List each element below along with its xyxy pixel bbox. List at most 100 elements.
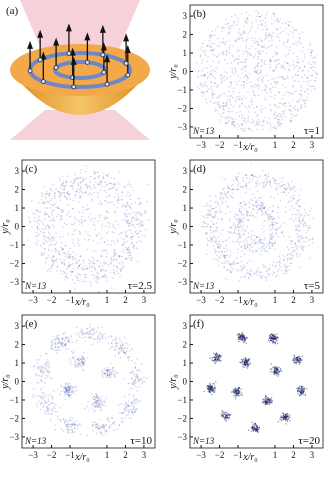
sample — [62, 248, 64, 250]
sample — [279, 419, 280, 420]
sample — [109, 188, 111, 190]
sample — [128, 249, 130, 251]
sample — [44, 382, 46, 384]
sample — [142, 221, 144, 223]
sample — [70, 181, 72, 183]
sample — [267, 11, 269, 13]
sample — [130, 387, 132, 389]
sample — [114, 376, 116, 378]
sample — [211, 88, 213, 90]
sample — [48, 195, 50, 197]
sample — [119, 340, 121, 342]
sample — [289, 102, 291, 104]
sample — [101, 203, 103, 205]
x-tick-label: 2 — [291, 450, 296, 460]
sample — [268, 219, 270, 221]
sample — [267, 28, 269, 30]
sample — [64, 392, 66, 394]
sample — [251, 239, 253, 241]
sample — [115, 342, 117, 344]
sample — [104, 181, 106, 183]
sample — [103, 372, 105, 374]
sample — [65, 275, 67, 277]
sample — [290, 31, 292, 33]
sample — [216, 361, 217, 362]
sample — [302, 356, 303, 357]
sample — [141, 241, 143, 243]
sample — [274, 372, 275, 373]
sample — [219, 211, 221, 213]
sample — [75, 360, 77, 362]
sample — [131, 203, 133, 205]
sample — [84, 171, 86, 173]
sample — [275, 222, 277, 224]
sample — [40, 245, 42, 247]
sample — [249, 178, 251, 180]
sample — [103, 374, 105, 376]
sample — [262, 120, 264, 122]
sample — [80, 264, 82, 266]
sample — [110, 362, 112, 364]
sample — [100, 406, 102, 408]
sample — [229, 45, 231, 47]
sample — [68, 432, 70, 434]
particle — [54, 66, 58, 70]
sample — [222, 411, 223, 412]
sample — [265, 37, 267, 39]
sample — [33, 388, 35, 390]
sample — [299, 356, 300, 357]
sample — [96, 403, 98, 405]
sample — [285, 55, 287, 57]
sample — [230, 254, 232, 256]
sample — [114, 197, 116, 199]
sample — [57, 350, 59, 352]
sample — [77, 424, 79, 426]
sample — [76, 386, 78, 388]
sample — [133, 394, 135, 396]
sample — [87, 233, 89, 235]
sample — [148, 219, 150, 221]
sample — [231, 118, 233, 120]
sample — [83, 268, 85, 270]
sample — [278, 369, 279, 370]
sample — [86, 406, 88, 408]
sample — [218, 236, 220, 238]
sample — [101, 226, 103, 228]
sample — [78, 245, 80, 247]
sample — [59, 259, 61, 261]
sample — [65, 253, 67, 255]
sample — [94, 328, 96, 330]
sample — [261, 210, 263, 212]
sample — [260, 175, 262, 177]
sample — [233, 192, 235, 194]
sample — [250, 180, 252, 182]
sample — [128, 251, 130, 253]
sample — [278, 59, 280, 61]
sample — [268, 267, 270, 269]
sample — [228, 237, 230, 239]
sample — [231, 111, 233, 113]
sample — [245, 192, 247, 194]
sample — [255, 202, 257, 204]
sample — [238, 173, 240, 175]
sample — [303, 70, 305, 72]
sample — [50, 342, 52, 344]
sample — [276, 233, 278, 235]
sample — [233, 389, 234, 390]
sample — [281, 64, 283, 66]
sample — [104, 261, 106, 263]
sample — [282, 181, 284, 183]
sample — [229, 111, 231, 113]
sample — [81, 366, 83, 368]
sample — [237, 252, 239, 254]
sample — [240, 211, 242, 213]
sample — [65, 345, 67, 347]
sample — [232, 121, 234, 123]
sample — [294, 43, 296, 45]
sample — [61, 184, 63, 186]
sample — [61, 212, 63, 214]
sample — [55, 345, 57, 347]
sample — [296, 202, 298, 204]
sample — [264, 186, 266, 188]
sample — [246, 12, 248, 14]
